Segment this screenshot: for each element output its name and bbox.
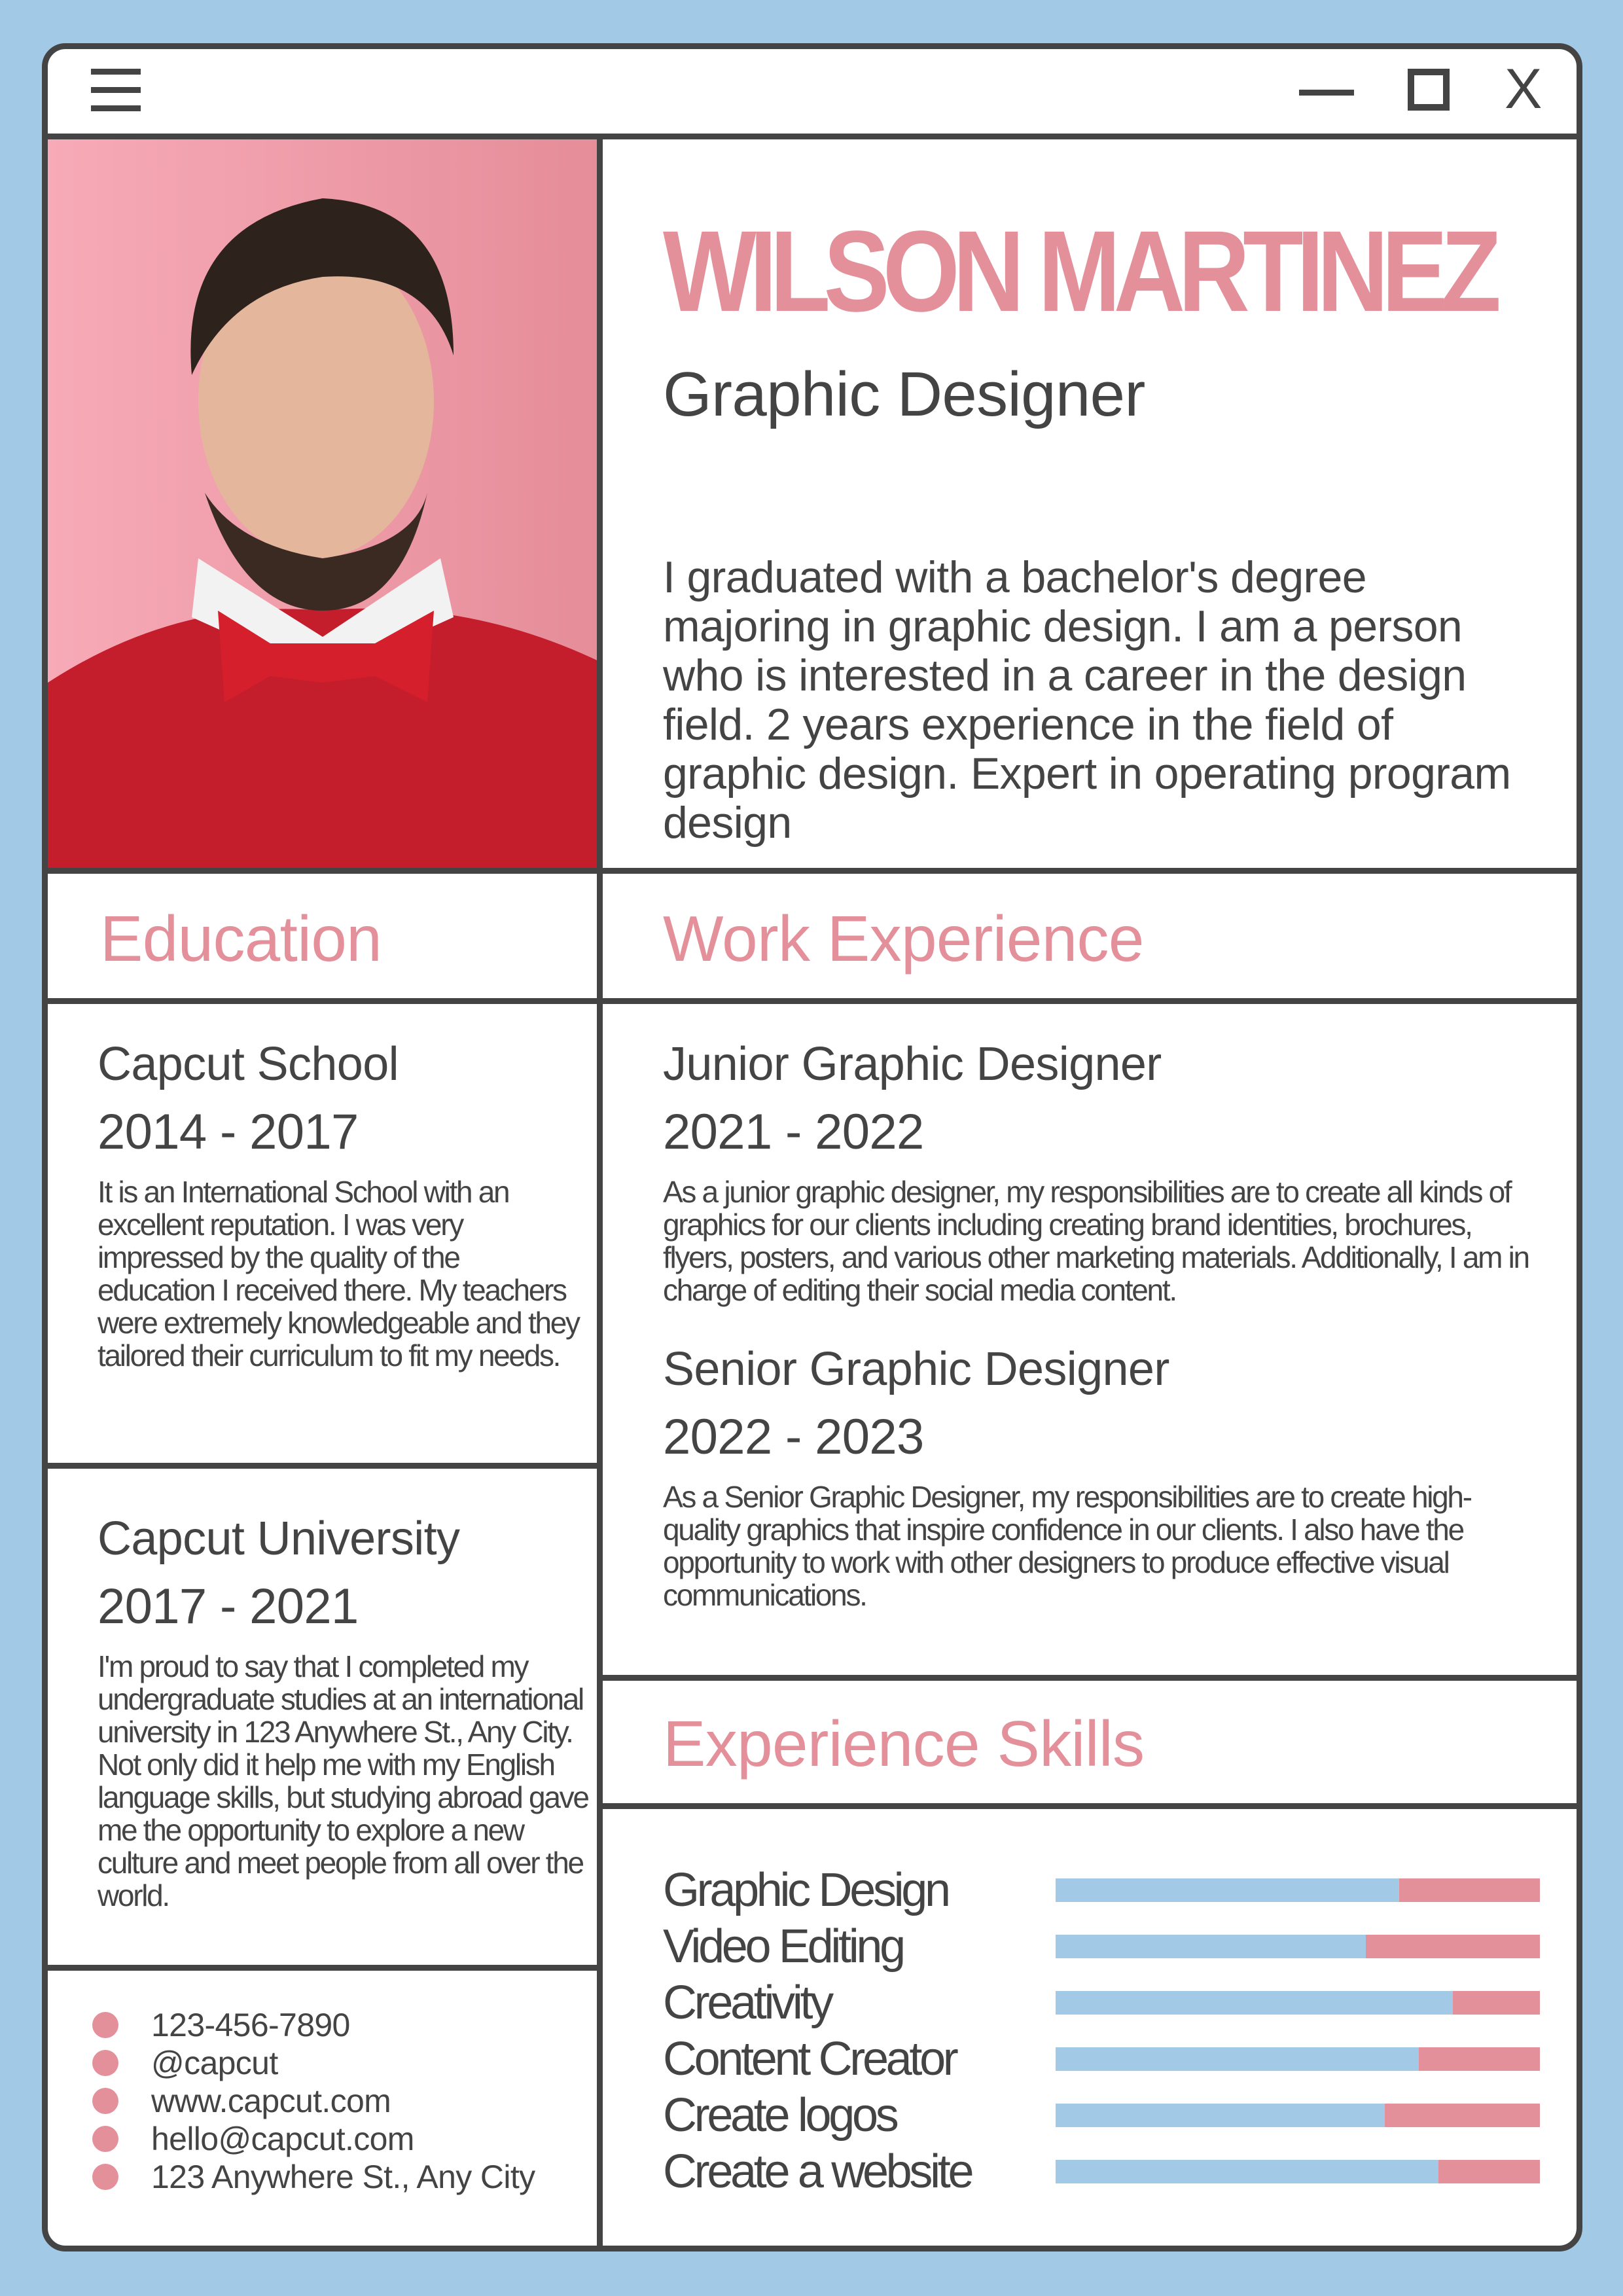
divider (48, 868, 1577, 874)
minimize-icon[interactable] (1299, 90, 1354, 96)
menu-icon[interactable] (91, 69, 141, 111)
job-title: Junior Graphic Designer (663, 1038, 1162, 1090)
skill-row: Create a website (663, 2144, 1540, 2200)
contact-social: @capcut (92, 2044, 535, 2082)
bullet-icon (92, 2126, 118, 2152)
skill-label: Video Editing (663, 1920, 906, 1973)
education-school: Capcut School (98, 1038, 399, 1090)
education-years: 2017 - 2021 (98, 1579, 359, 1634)
skill-row: Video Editing (663, 1918, 1540, 1975)
work-list: Junior Graphic Designer 2021 - 2022 As a… (663, 1041, 1540, 1611)
close-button[interactable]: X (1505, 58, 1542, 120)
profile-photo (48, 139, 603, 868)
job-description: As a junior graphic designer, my respons… (663, 1175, 1530, 1307)
skill-bar (1056, 1935, 1540, 1958)
contact-phone: 123-456-7890 (92, 2006, 535, 2044)
skill-bar (1056, 1991, 1540, 2015)
work-heading: Work Experience (663, 903, 1144, 975)
education-description: It is an International School with an ex… (98, 1175, 580, 1372)
skill-bar (1056, 2104, 1540, 2127)
skill-bar-fill (1056, 1991, 1453, 2015)
contact-address: 123 Anywhere St., Any City (92, 2158, 535, 2196)
skill-row: Creativity (663, 1975, 1540, 2031)
profile-about: I graduated with a bachelor's degree maj… (663, 552, 1511, 848)
skill-label: Content Creator (663, 2033, 959, 2085)
divider (597, 134, 603, 2246)
skill-bar (1056, 2047, 1540, 2071)
bullet-icon (92, 2164, 118, 2190)
skill-bar (1056, 1878, 1540, 1902)
skill-bar-fill (1056, 1878, 1400, 1902)
skills-heading: Experience Skills (663, 1708, 1145, 1780)
skill-row: Create logos (663, 2087, 1540, 2144)
contact-list: 123-456-7890 @capcut www.capcut.com hell… (92, 2006, 535, 2196)
skill-bar-fill (1056, 2160, 1438, 2183)
contact-website[interactable]: www.capcut.com (92, 2082, 535, 2120)
education-heading: Education (100, 903, 382, 975)
skills-list: Graphic Design Video Editing Creativity Con… (663, 1862, 1540, 2200)
profile-role: Graphic Designer (663, 359, 1145, 429)
bullet-icon (92, 2088, 118, 2114)
contact-email[interactable]: hello@capcut.com (92, 2120, 535, 2158)
education-entry: Capcut School 2014 - 2017 It is an Inter… (98, 1041, 582, 1372)
education-years: 2014 - 2017 (98, 1104, 359, 1160)
skill-label: Create a website (663, 2145, 974, 2198)
maximize-icon[interactable] (1408, 69, 1450, 111)
job-title: Senior Graphic Designer (663, 1343, 1169, 1395)
skill-row: Content Creator (663, 2031, 1540, 2087)
bullet-icon (92, 2050, 118, 2076)
education-description: I'm proud to say that I completed my und… (98, 1649, 590, 1912)
education-entry: Capcut University 2017 - 2021 I'm proud … (98, 1513, 590, 1912)
skill-bar-fill (1056, 2047, 1419, 2071)
skill-row: Graphic Design (663, 1862, 1540, 1918)
resume-window: X WILSON MARTINEZ Graphic Designer I gra… (42, 43, 1582, 2251)
profile-name: WILSON MARTINEZ (663, 207, 1501, 336)
education-school: Capcut University (98, 1513, 460, 1565)
skill-bar (1056, 2160, 1540, 2183)
skill-bar-fill (1056, 1935, 1366, 1958)
skill-label: Create logos (663, 2089, 899, 2142)
divider (48, 134, 1577, 139)
job-years: 2021 - 2022 (663, 1104, 924, 1160)
skill-label: Creativity (663, 1977, 834, 2029)
bullet-icon (92, 2012, 118, 2038)
skill-bar-fill (1056, 2104, 1385, 2127)
job-description: As a Senior Graphic Designer, my respons… (663, 1480, 1472, 1612)
job-years: 2022 - 2023 (663, 1409, 924, 1465)
skill-label: Graphic Design (663, 1864, 951, 1916)
